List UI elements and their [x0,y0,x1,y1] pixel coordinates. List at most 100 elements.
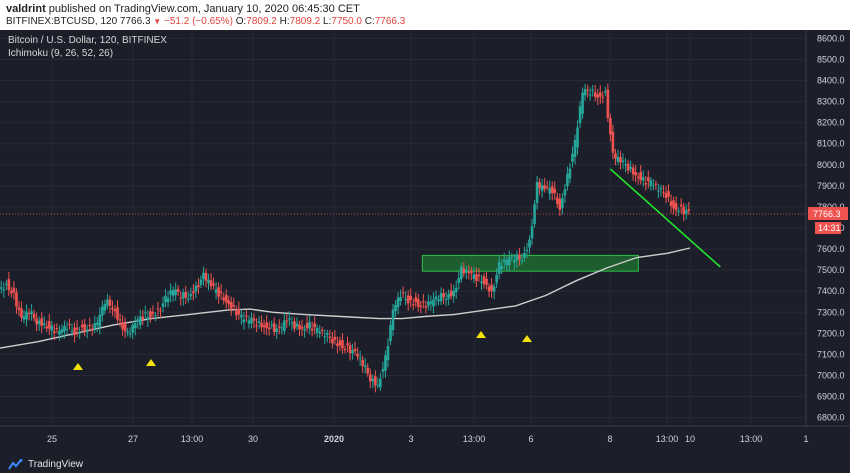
candle-body [553,188,557,193]
candle-body [123,323,127,332]
marker-triangle [146,359,156,366]
candle-body [262,325,266,328]
candle-body [507,257,511,266]
candle-body [500,266,504,269]
candle-body [310,328,314,331]
candle-body [106,299,109,306]
time-tick-label: 8 [607,434,612,444]
candle-body [70,330,74,332]
candle-body [174,289,177,295]
candle-body [320,330,324,332]
candle-body [121,322,124,330]
candle-body [133,323,137,329]
down-triangle-icon: ▼ [153,17,162,26]
candle-body [649,180,653,187]
candle-body [674,203,678,211]
time-tick-label: 27 [128,434,138,444]
tradingview-logo-icon [8,459,23,470]
candle-body [419,305,423,307]
candle-body [669,201,673,207]
time-tick-label: 30 [248,434,258,444]
candle-body [250,317,253,324]
candle-body [331,338,334,344]
price-chart[interactable]: 8600.0 8500.0 8400.0 8300.0 8200.0 8100.0 8000… [0,30,850,456]
candle-body [467,272,471,274]
candle-body [662,191,665,193]
candle-body [313,323,316,328]
candle-body [616,156,620,162]
candle-body [629,166,632,169]
price-axis: 8600.0 8500.0 8400.0 8300.0 8200.0 8100.0 8000… [817,33,845,422]
candle-body [457,278,461,283]
author-name[interactable]: valdrint [6,3,46,15]
candle-body [434,296,438,300]
price-tick-label: 7800.0 [817,202,845,212]
candle-body [272,323,276,332]
candle-body [229,302,233,309]
price-tick-label: 8600.0 [817,33,845,43]
candle-body [298,324,301,330]
candle-body [179,297,183,299]
candle-body [5,283,8,285]
high-value: 7809.2 [289,16,321,27]
candle-body [406,295,410,304]
candle-body [634,172,637,176]
candle-body [619,157,622,163]
close-value: 7766.3 [374,16,406,27]
candle-body [255,325,258,327]
candle-body [2,289,6,291]
candle-body [371,378,375,382]
candle-body [513,260,516,263]
candle-body [571,153,574,162]
candle-body [374,376,377,386]
candle-body [664,193,668,199]
candle-body [293,321,296,329]
candle-body [611,131,615,153]
indicator-legend[interactable]: Ichimoku (9, 26, 52, 26) [8,48,114,59]
candle-body [93,323,97,329]
time-tick-label: 13:00 [181,434,204,444]
candle-body [219,291,223,293]
candle-body [363,365,367,367]
candle-body [88,325,92,327]
price-tick-label: 6900.0 [817,392,845,402]
candle-body [538,182,541,189]
candle-body [326,333,329,335]
candle-body [523,252,526,258]
candle-body [73,327,76,335]
candle-body [376,384,380,386]
candle-body [391,309,395,331]
price-tick-label: 7500.0 [817,265,845,275]
candle-body [495,274,498,283]
candle-body [222,297,225,301]
last-price-label: 7766.3 14:31 [0,207,848,235]
candle-body [593,92,597,97]
tradingview-logo[interactable]: TradingView [8,458,83,471]
candle-body [156,308,160,310]
candle-body [305,323,309,329]
price-tick-label: 7400.0 [817,286,845,296]
time-tick-label: 1 [803,434,808,444]
candle-body [161,303,165,307]
candle-body [0,287,3,289]
candle-body [277,326,281,328]
candle-body [131,325,134,333]
candle-series [0,83,691,393]
candle-body [543,185,546,189]
price-tick-label: 8200.0 [817,118,845,128]
candle-body [424,306,428,308]
candle-body [37,320,41,325]
candle-body [682,206,685,214]
candle-body [472,274,476,280]
candle-body [159,310,162,312]
candle-body [518,254,521,260]
candle-body [60,329,64,333]
candle-body [404,298,407,300]
candle-body [65,328,69,330]
header-bar: valdrint published on TradingView.com, J… [0,0,850,30]
candle-body [257,321,261,323]
candle-body [245,315,248,317]
candle-body [146,316,150,320]
candle-body [275,328,279,332]
candle-body [480,281,483,283]
